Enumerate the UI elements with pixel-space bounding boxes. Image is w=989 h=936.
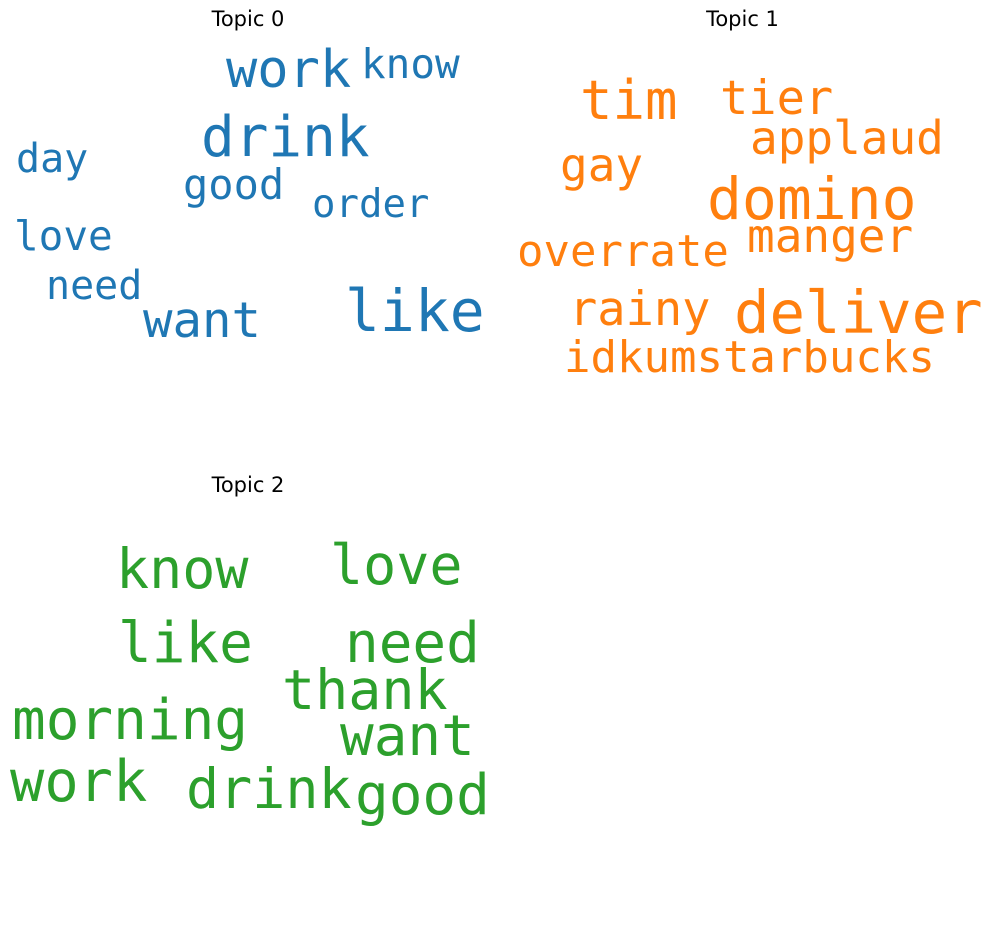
word: day [16,136,89,182]
word: need [46,263,143,309]
word: morning [12,688,249,753]
word: like [345,277,485,345]
word: order [312,182,430,227]
word: rainy [569,282,711,337]
word: manger [747,209,914,263]
word: work [10,749,148,815]
word: work [226,40,352,100]
panel-title: Topic 2 [211,473,285,497]
word: drink [201,105,370,170]
word: good [355,763,490,828]
word: tim [580,69,678,132]
word: overrate [517,226,729,277]
word: deliver [734,278,983,347]
word: thank [282,658,448,722]
panel-title: Topic 1 [706,7,779,31]
word: need [345,611,480,676]
word: love [330,533,463,597]
word: know [361,40,460,88]
panel-title: Topic 0 [211,7,285,31]
word: tier [720,71,834,126]
word: want [143,292,262,349]
word: love [14,212,113,260]
word: domino [707,165,917,233]
word: idkumstarbucks [564,332,935,383]
wordcloud-panel-topic-1: Topic 1 tim tier applaud gay domino mang… [496,0,989,460]
word: want [340,704,475,769]
word: good [183,160,285,209]
word: gay [560,138,644,192]
wordcloud-panel-topic-0: Topic 0 work know drink day good order l… [0,0,496,460]
word: like [118,611,253,676]
word: applaud [750,111,944,165]
wordcloud-panel-topic-2: Topic 2 know love like need thank mornin… [0,466,496,926]
word: know [116,537,249,601]
word: drink [186,757,352,821]
